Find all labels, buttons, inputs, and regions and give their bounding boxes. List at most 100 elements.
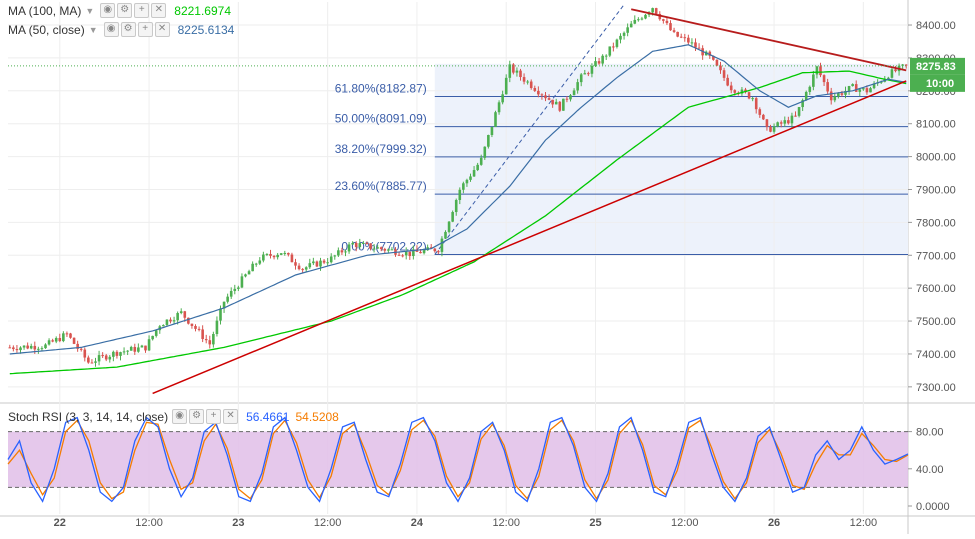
gear-icon[interactable]: ⚙ — [120, 22, 136, 37]
candle-body — [404, 251, 408, 256]
candle-body — [133, 346, 137, 352]
x-tick-label: 23 — [232, 517, 244, 529]
candle-body — [476, 164, 479, 171]
y-tick-label: 7800.00 — [916, 217, 956, 229]
candle-body — [579, 74, 583, 83]
candle-body — [183, 311, 187, 318]
candle-body — [729, 85, 733, 91]
candle-body — [176, 313, 179, 321]
candle-body — [747, 92, 751, 99]
candle-body — [629, 23, 633, 28]
chevron-down-icon[interactable]: ▼ — [88, 24, 98, 35]
x-tick-label: 12:00 — [492, 517, 520, 529]
candle-body — [454, 199, 458, 213]
candle-body — [854, 84, 858, 92]
candle-body — [865, 88, 869, 93]
fibonacci-level-label: 61.80%(8182.87) — [335, 81, 427, 95]
candle-body — [40, 348, 44, 350]
plus-icon[interactable]: + — [137, 22, 153, 37]
candle-body — [26, 345, 29, 349]
candle-body — [87, 357, 90, 363]
eye-icon[interactable]: ◉ — [100, 3, 116, 18]
candle-body — [422, 250, 426, 254]
candle-body — [262, 254, 265, 261]
y-tick-label: 7900.00 — [916, 184, 956, 196]
candle-body — [283, 252, 287, 254]
eye-icon[interactable]: ◉ — [103, 22, 119, 37]
legend-stoch-d-value: 54.5208 — [295, 409, 339, 424]
candle-body — [608, 46, 612, 56]
candle-body — [479, 157, 483, 165]
candle-body — [440, 238, 444, 252]
candle-body — [822, 75, 826, 83]
candle-body — [819, 66, 822, 76]
candle-body — [515, 70, 519, 73]
candle-body — [172, 320, 176, 322]
candle-body — [79, 348, 83, 350]
candle-body — [101, 355, 104, 357]
candle-body — [151, 335, 154, 340]
candle-body — [604, 55, 608, 57]
countdown-label: 10:00 — [926, 78, 954, 90]
close-icon[interactable]: ✕ — [151, 3, 167, 18]
candle-body — [369, 243, 372, 249]
candle-body — [297, 265, 301, 270]
candle-body — [340, 250, 344, 253]
candle-body — [544, 95, 547, 99]
candle-body — [683, 37, 687, 39]
candle-body — [290, 254, 294, 263]
gear-icon[interactable]: ⚙ — [189, 409, 205, 424]
gear-icon[interactable]: ⚙ — [117, 3, 133, 18]
candle-body — [562, 98, 565, 111]
candle-body — [312, 261, 315, 264]
candle-body — [722, 70, 726, 78]
candle-body — [51, 340, 54, 342]
fibonacci-level-label: 50.00%(8091.09) — [335, 112, 427, 126]
candle-body — [851, 84, 854, 87]
chevron-down-icon[interactable]: ▼ — [85, 5, 95, 16]
stoch-rsi-band — [8, 431, 908, 488]
candle-body — [708, 51, 712, 56]
candle-body — [94, 361, 97, 363]
candle-body — [637, 19, 640, 21]
close-icon[interactable]: ✕ — [223, 409, 239, 424]
candle-body — [240, 276, 244, 288]
candle-body — [772, 126, 776, 132]
candle-body — [444, 231, 447, 239]
candle-body — [783, 120, 787, 124]
candle-body — [54, 337, 58, 342]
osc-tick-label: 80.00 — [916, 427, 944, 439]
candle-body — [904, 64, 908, 66]
candle-body — [37, 348, 40, 350]
candle-body — [758, 109, 762, 115]
y-tick-label: 8400.00 — [916, 20, 956, 32]
candle-body — [122, 351, 126, 353]
ma50-line — [9, 44, 907, 355]
stoch-k-line — [7, 416, 909, 503]
candle-body — [597, 61, 601, 64]
candle-body — [765, 119, 769, 127]
candle-body — [594, 61, 597, 66]
eye-icon[interactable]: ◉ — [172, 409, 188, 424]
candle-body — [108, 356, 112, 360]
candle-body — [490, 126, 494, 135]
candle-body — [154, 330, 158, 336]
candle-body — [137, 347, 140, 352]
candle-body — [204, 339, 208, 341]
plus-icon[interactable]: + — [134, 3, 150, 18]
close-icon[interactable]: ✕ — [154, 22, 170, 37]
plus-icon[interactable]: + — [206, 409, 222, 424]
candle-body — [165, 319, 169, 326]
candle-body — [808, 86, 812, 92]
candle-body — [408, 251, 412, 257]
candle-body — [790, 115, 794, 124]
candle-body — [337, 250, 340, 256]
candle-body — [519, 70, 522, 78]
candle-body — [676, 31, 679, 37]
candle-body — [583, 73, 587, 75]
candle-body — [762, 114, 765, 120]
candle-body — [826, 82, 829, 92]
candle-body — [58, 337, 62, 342]
candle-body — [769, 126, 772, 132]
